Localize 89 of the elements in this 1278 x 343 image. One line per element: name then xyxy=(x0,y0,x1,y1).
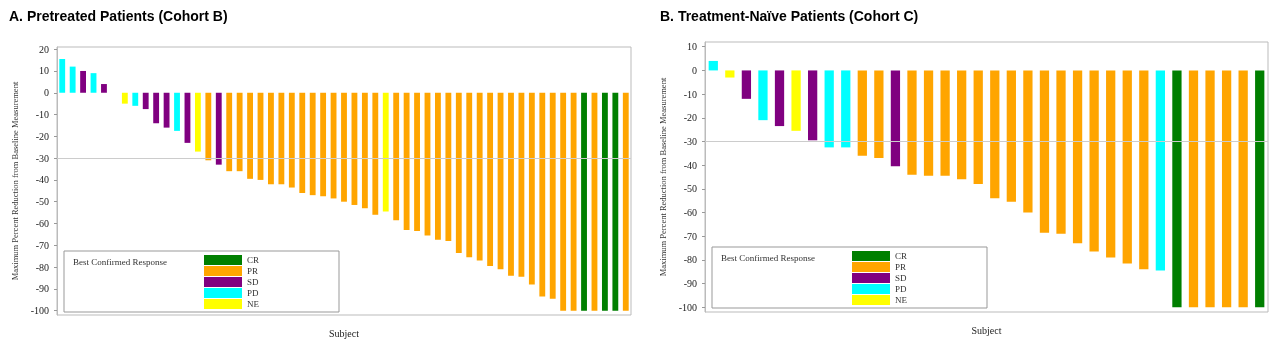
bar xyxy=(581,92,587,311)
legend-label: PD xyxy=(247,288,260,298)
y-tick-label: -80 xyxy=(35,261,49,273)
y-tick-label: 0 xyxy=(692,64,697,76)
bar xyxy=(236,92,243,172)
y-tick-label: -30 xyxy=(683,135,697,147)
bar xyxy=(403,92,410,231)
bar xyxy=(382,92,389,212)
bar xyxy=(101,84,107,93)
legend-label: PR xyxy=(895,262,907,272)
y-tick-label: -30 xyxy=(35,152,49,164)
bar xyxy=(309,92,316,196)
bar xyxy=(414,92,420,232)
bar xyxy=(570,92,577,311)
legend-label: NE xyxy=(247,299,260,309)
y-tick-label: 0 xyxy=(44,87,49,99)
bar xyxy=(268,92,274,185)
y-axis-title: Maximum Percent Reduction from Baseline Measurement xyxy=(9,81,20,281)
bar xyxy=(226,92,233,172)
y-tick-label: -50 xyxy=(683,183,697,195)
bar xyxy=(174,92,180,131)
x-axis-title: Subject xyxy=(971,324,1002,336)
chart-title: A. Pretreated Patients (Cohort B) xyxy=(9,8,228,24)
y-tick-label: -40 xyxy=(683,159,697,171)
legend-label: CR xyxy=(247,255,260,265)
bar xyxy=(320,92,327,197)
y-tick-label: 10 xyxy=(39,65,49,77)
bar xyxy=(435,92,441,240)
bar xyxy=(601,92,608,311)
bar xyxy=(205,92,212,161)
bar xyxy=(247,92,253,179)
bar xyxy=(393,92,400,221)
bar xyxy=(59,58,66,93)
bar xyxy=(215,92,222,165)
y-tick-label: -100 xyxy=(678,301,697,313)
y-tick-label: -70 xyxy=(35,239,49,251)
y-tick-label: -20 xyxy=(683,112,697,124)
bar xyxy=(121,92,128,104)
y-tick-label: -100 xyxy=(30,305,49,317)
bar xyxy=(288,92,295,188)
legend-label: NE xyxy=(895,295,908,305)
y-tick-label: -10 xyxy=(35,109,49,121)
legend-label: PR xyxy=(247,266,259,276)
bar xyxy=(194,92,201,152)
chart-title: B. Treatment-Naïve Patients (Cohort C) xyxy=(660,8,919,24)
bar xyxy=(518,92,525,277)
legend-label: PD xyxy=(895,284,908,294)
bar xyxy=(612,92,619,311)
legend-title: Best Confirmed Response xyxy=(721,252,815,263)
legend-label: SD xyxy=(247,277,260,287)
y-tick-label: -70 xyxy=(683,230,697,242)
y-tick-label: 20 xyxy=(39,43,49,55)
y-tick-label: 10 xyxy=(687,41,697,53)
y-tick-label: -60 xyxy=(35,217,49,229)
y-tick-label: -90 xyxy=(683,278,697,290)
y-axis-title: Maximum Percent Reduction from Baseline Measurement xyxy=(657,77,668,277)
bar xyxy=(455,92,462,253)
bar xyxy=(445,92,452,241)
legend-label: SD xyxy=(895,273,908,283)
y-tick-label: -40 xyxy=(35,174,49,186)
bar xyxy=(341,92,347,202)
bar xyxy=(476,92,483,261)
y-tick-label: -80 xyxy=(683,254,697,266)
legend-label: CR xyxy=(895,251,908,261)
y-tick-label: -50 xyxy=(35,196,49,208)
bar xyxy=(528,92,535,285)
bar xyxy=(361,92,368,209)
bar xyxy=(132,92,139,106)
y-tick-label: -20 xyxy=(35,130,49,142)
bar xyxy=(278,92,285,185)
bar xyxy=(560,92,567,311)
bar xyxy=(69,66,76,93)
bar xyxy=(622,92,629,311)
bar xyxy=(153,92,160,124)
y-tick-label: -90 xyxy=(35,283,49,295)
bar xyxy=(372,92,379,215)
bar xyxy=(163,92,170,128)
legend-title: Best Confirmed Response xyxy=(73,256,167,267)
bar xyxy=(80,70,87,93)
bar xyxy=(466,92,473,258)
y-tick-label: -10 xyxy=(683,88,697,100)
bar xyxy=(142,92,149,110)
bar xyxy=(299,92,306,193)
bar xyxy=(508,92,514,276)
bar xyxy=(487,92,494,266)
bar xyxy=(549,92,556,299)
bar xyxy=(539,92,546,297)
y-tick-label: -60 xyxy=(683,207,697,219)
x-axis-title: Subject xyxy=(329,327,360,339)
